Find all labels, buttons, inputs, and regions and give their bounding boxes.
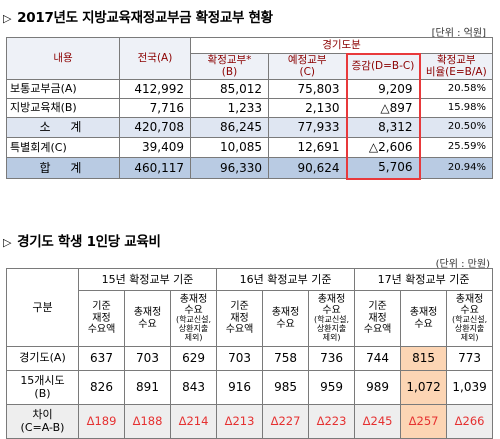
cell-ratio: 20.94% [418,157,494,179]
header-confirmed: 확정교부* (B) [190,53,269,80]
triangle-right-icon: ▷ [3,236,12,249]
cell-value: Δ223 [308,404,356,439]
row-label: 15개시도 (B) [6,370,79,405]
cell-nation: 7,716 [119,98,191,118]
difference-row: 차이 (C=A-B) Δ189 Δ188 Δ214 Δ213 Δ227 Δ223 … [6,404,494,439]
cell-estimated: 77,933 [268,117,347,138]
cell-value: Δ214 [169,404,218,439]
cell-value: 985 [262,370,310,405]
header-base-demand: 기준 재정 수요액 [78,290,125,347]
cell-value: 843 [169,370,218,405]
cell-change: 9,209 [345,79,421,99]
header-group-17: 17년 확정교부 기준 [354,268,494,291]
cell-nation: 460,117 [119,157,191,179]
cell-change: △2,606 [345,137,421,158]
header-base-demand: 기준 재정 수요액 [216,290,264,347]
cell-confirmed: 10,085 [190,137,269,158]
cell-confirmed: 96,330 [190,157,269,179]
cell-value: 736 [308,346,356,371]
total-row: 합 계 460,117 96,330 90,624 5,706 20.94% [6,157,494,180]
section1-unit: [단위 : 억원] [431,28,486,39]
table-row: 지방교육채(B) 7,716 1,233 2,130 △897 15.98% [6,98,494,118]
header-change: 증감(D=B-C) [345,52,421,80]
cell-value: 891 [124,370,171,405]
cell-value: Δ245 [354,404,402,439]
per-student-cost-table: 구분 15년 확정교부 기준 16년 확정교부 기준 17년 확정교부 기준 기… [6,268,494,439]
row-label: 경기도(A) [6,346,79,371]
row-label: 특별회계(C) [6,137,120,158]
allocation-table: 내용 전국(A) 경기도분 확정교부* (B) 예정교부 (C) 증감(D=B-C)… [6,37,494,180]
cell-value: 637 [78,346,125,371]
cell-value: 989 [354,370,402,405]
header-gyeonggi-group: 경기도분 [189,37,494,54]
header-estimated: 예정교부 (C) [268,53,347,80]
cell-value-highlight: 815 [400,346,448,371]
row-label: 보통교부금(A) [6,79,120,99]
row-label: 차이 (C=A-B) [6,404,79,439]
cell-value: 629 [169,346,218,371]
cell-confirmed: 86,245 [190,117,269,138]
section2-title: ▷ 경기도 학생 1인당 교육비 [3,230,161,250]
row-label: 소 계 [6,117,120,138]
subtotal-row: 소 계 420,708 86,245 77,933 8,312 20.50% [6,117,494,138]
cell-nation: 412,992 [119,79,191,99]
cell-confirmed: 1,233 [190,98,269,118]
cell-value: 959 [308,370,356,405]
cell-value: 826 [78,370,125,405]
row-label: 합 계 [6,157,120,179]
cell-change: △897 [345,98,421,118]
header-total-demand: 총재정 수요 [400,290,448,347]
cell-ratio: 15.98% [418,98,494,118]
header-total-demand-excl: 총재정 수요 (학교신설, 상환지출 제외) [308,290,356,347]
header-total-demand-excl: 총재정 수요 (학교신설, 상환지출 제외) [169,290,218,347]
cell-nation: 420,708 [119,117,191,138]
header-nation: 전국(A) [119,37,191,80]
table-row: 경기도(A) 637 703 629 703 758 736 744 815 7… [6,346,494,371]
cell-estimated: 90,624 [268,157,347,179]
header-group-15: 15년 확정교부 기준 [77,268,218,291]
cell-value: Δ188 [124,404,171,439]
cell-value: 703 [124,346,171,371]
section1-title-text: 2017년도 지방교육재정교부금 확정교부 현황 [17,10,273,26]
header-category: 구분 [6,268,79,347]
row-label: 지방교육채(B) [6,98,120,118]
cell-nation: 39,409 [119,137,191,158]
cell-value-highlight: Δ257 [400,404,448,439]
header-ratio: 확정교부 비율(E=B/A) [418,53,494,80]
cell-confirmed: 85,012 [190,79,269,99]
cell-ratio: 25.59% [418,137,494,158]
cell-value: Δ227 [262,404,310,439]
header-base-demand: 기준 재정 수요액 [354,290,402,347]
cell-ratio: 20.50% [418,117,494,138]
section2-unit: (단위 : 만원) [435,259,490,270]
cell-estimated: 12,691 [268,137,347,158]
cell-value: 703 [216,346,264,371]
cell-estimated: 2,130 [268,98,347,118]
triangle-right-icon: ▷ [3,12,12,25]
cell-value: Δ213 [216,404,264,439]
section2-title-text: 경기도 학생 1인당 교육비 [17,234,161,250]
cell-value: 773 [446,346,494,371]
cell-value: Δ189 [78,404,125,439]
header-group-16: 16년 확정교부 기준 [216,268,356,291]
header-item: 내용 [6,37,120,80]
table-row: 특별회계(C) 39,409 10,085 12,691 △2,606 25.5… [6,137,494,158]
cell-value: 1,039 [446,370,494,405]
table-row: 보통교부금(A) 412,992 85,012 75,803 9,209 20.… [6,79,494,99]
cell-change: 5,706 [345,157,421,180]
cell-change: 8,312 [345,117,421,138]
header-total-demand: 총재정 수요 [262,290,310,347]
cell-ratio: 20.58% [418,79,494,99]
header-total-demand: 총재정 수요 [124,290,171,347]
cell-value: 744 [354,346,402,371]
cell-value: 758 [262,346,310,371]
cell-value-highlight: 1,072 [400,370,448,405]
cell-estimated: 75,803 [268,79,347,99]
header-total-demand-excl: 총재정 수요 (학교신설, 상환지출 제외) [446,290,494,347]
table-row: 15개시도 (B) 826 891 843 916 985 959 989 1,0… [6,370,494,405]
cell-value: 916 [216,370,264,405]
section1-title: ▷ 2017년도 지방교육재정교부금 확정교부 현황 [3,6,273,26]
cell-value: Δ266 [446,404,494,439]
